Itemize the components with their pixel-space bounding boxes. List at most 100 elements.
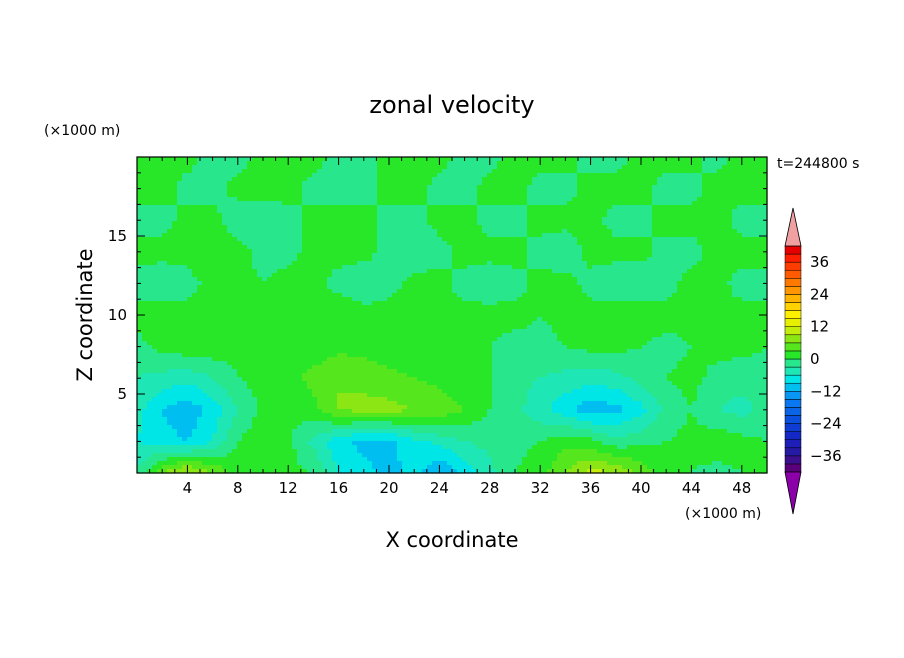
heatmap-cell bbox=[497, 309, 503, 314]
heatmap-cell bbox=[727, 273, 733, 278]
heatmap-cell bbox=[677, 293, 683, 298]
heatmap-cell bbox=[437, 273, 443, 278]
heatmap-cell bbox=[542, 253, 548, 258]
heatmap-cell bbox=[537, 285, 543, 290]
heatmap-cell bbox=[682, 289, 688, 294]
heatmap-cell bbox=[537, 297, 543, 302]
heatmap-cell bbox=[447, 293, 453, 298]
heatmap-cell bbox=[717, 289, 723, 294]
heatmap-cell bbox=[672, 189, 678, 194]
heatmap-cell bbox=[327, 181, 333, 186]
heatmap-cell bbox=[197, 313, 203, 318]
heatmap-cell bbox=[547, 233, 553, 238]
heatmap-cell bbox=[562, 205, 568, 210]
heatmap-cell bbox=[207, 177, 213, 182]
heatmap-cell bbox=[307, 213, 313, 218]
heatmap-cell bbox=[372, 161, 378, 166]
heatmap-cell bbox=[672, 201, 678, 206]
heatmap-cell bbox=[217, 265, 223, 270]
heatmap-cell bbox=[232, 269, 238, 274]
heatmap-cell bbox=[417, 301, 423, 306]
heatmap-cell bbox=[287, 309, 293, 314]
heatmap-cell bbox=[227, 281, 233, 286]
heatmap-cell bbox=[327, 285, 333, 290]
heatmap-cell bbox=[607, 277, 613, 282]
heatmap-cell bbox=[327, 305, 333, 310]
heatmap-cell bbox=[662, 273, 668, 278]
heatmap-cell bbox=[357, 269, 363, 274]
heatmap-cell bbox=[732, 273, 738, 278]
heatmap-cell bbox=[412, 237, 418, 242]
heatmap-cell bbox=[737, 293, 743, 298]
heatmap-cell bbox=[317, 305, 323, 310]
heatmap-cell bbox=[487, 297, 493, 302]
heatmap-cell bbox=[542, 249, 548, 254]
heatmap-cell bbox=[572, 261, 578, 266]
heatmap-cell bbox=[507, 261, 513, 266]
heatmap-cell bbox=[212, 157, 218, 162]
heatmap-cell bbox=[177, 157, 183, 162]
heatmap-cell bbox=[427, 157, 433, 162]
heatmap-cell bbox=[412, 297, 418, 302]
heatmap-cell bbox=[287, 313, 293, 318]
heatmap-cell bbox=[477, 221, 483, 226]
heatmap-cell bbox=[557, 225, 563, 230]
heatmap-cell bbox=[247, 161, 253, 166]
heatmap-cell bbox=[312, 189, 318, 194]
heatmap-cell bbox=[617, 261, 623, 266]
heatmap-cell bbox=[667, 221, 673, 226]
heatmap-cell bbox=[527, 293, 533, 298]
heatmap-cell bbox=[742, 181, 748, 186]
heatmap-cell bbox=[262, 245, 268, 250]
heatmap-cell bbox=[322, 273, 328, 278]
heatmap-cell bbox=[577, 225, 583, 230]
heatmap-cell bbox=[232, 265, 238, 270]
heatmap-cell bbox=[507, 313, 513, 318]
heatmap-cell bbox=[697, 301, 703, 306]
heatmap-cell bbox=[752, 185, 758, 190]
heatmap-cell bbox=[552, 173, 558, 178]
heatmap-cell bbox=[537, 173, 543, 178]
heatmap-cell bbox=[637, 297, 643, 302]
heatmap-cell bbox=[202, 209, 208, 214]
heatmap-cell bbox=[752, 285, 758, 290]
heatmap-cell bbox=[377, 225, 383, 230]
heatmap-cell bbox=[222, 173, 228, 178]
heatmap-cell bbox=[212, 193, 218, 198]
heatmap-cell bbox=[512, 313, 518, 318]
heatmap-cell bbox=[267, 285, 273, 290]
heatmap-cell bbox=[357, 289, 363, 294]
heatmap-cell bbox=[762, 197, 768, 202]
heatmap-cell bbox=[207, 233, 213, 238]
heatmap-cell bbox=[222, 177, 228, 182]
heatmap-cell bbox=[527, 165, 533, 170]
heatmap-cell bbox=[522, 169, 528, 174]
heatmap-cell bbox=[652, 205, 658, 210]
heatmap-cell bbox=[137, 161, 143, 166]
heatmap-cell bbox=[762, 161, 768, 166]
heatmap-cell bbox=[237, 213, 243, 218]
heatmap-cell bbox=[357, 241, 363, 246]
heatmap-cell bbox=[542, 169, 548, 174]
heatmap-cell bbox=[137, 189, 143, 194]
heatmap-cell bbox=[427, 181, 433, 186]
heatmap-cell bbox=[457, 305, 463, 310]
heatmap-cell bbox=[177, 237, 183, 242]
heatmap-cell bbox=[292, 313, 298, 318]
heatmap-cell bbox=[472, 289, 478, 294]
heatmap-cell bbox=[177, 309, 183, 314]
heatmap-cell bbox=[562, 265, 568, 270]
heatmap-cell bbox=[272, 313, 278, 318]
heatmap-cell bbox=[647, 261, 653, 266]
heatmap-cell bbox=[482, 249, 488, 254]
heatmap-cell bbox=[742, 289, 748, 294]
heatmap-cell bbox=[277, 189, 283, 194]
heatmap-cell bbox=[352, 301, 358, 306]
heatmap-cell bbox=[612, 229, 618, 234]
heatmap-cell bbox=[652, 181, 658, 186]
heatmap-cell bbox=[472, 165, 478, 170]
heatmap-cell bbox=[612, 209, 618, 214]
heatmap-cell bbox=[682, 305, 688, 310]
heatmap-cell bbox=[492, 297, 498, 302]
heatmap-cell bbox=[662, 293, 668, 298]
